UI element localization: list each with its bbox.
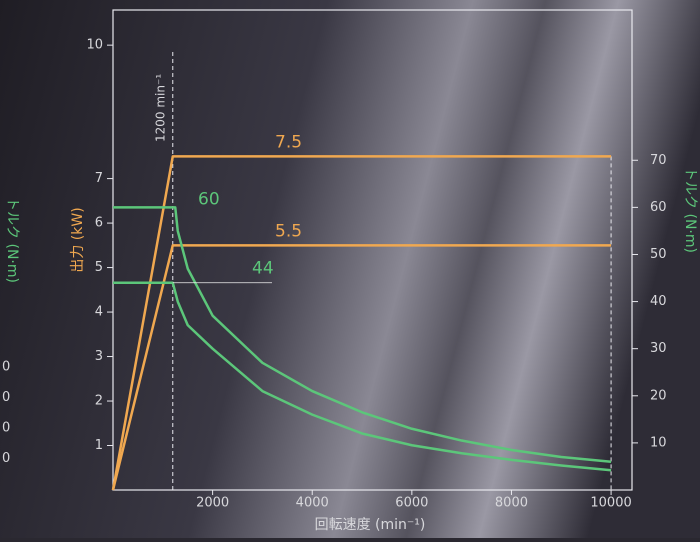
x-tick-label: 6000 — [395, 496, 428, 511]
y-tick-label: 5 — [95, 260, 103, 275]
series-line — [111, 155, 612, 491]
series-line — [111, 244, 612, 491]
fragment-tick-label: 0 — [2, 421, 10, 436]
y-tick-label: 6 — [95, 216, 103, 231]
y2-tick-label: 20 — [650, 388, 667, 403]
y-tick-label: 7 — [95, 171, 103, 186]
y2-tick-label: 70 — [650, 153, 667, 168]
y-tick-label: 2 — [95, 394, 103, 409]
fragment-tick-label: 0 — [2, 451, 10, 466]
y-tick-label: 3 — [95, 349, 103, 364]
x-tick-label: 10000 — [590, 496, 631, 511]
annotation-text: 1200 min⁻¹ — [153, 74, 167, 142]
value-label: 60 — [198, 189, 220, 209]
value-label: 7.5 — [275, 132, 302, 152]
plot-frame — [112, 9, 633, 491]
y2-tick-label: 50 — [650, 247, 667, 262]
y2-tick-label: 30 — [650, 341, 667, 356]
y-axis-title: 出力 (kW) — [70, 207, 86, 272]
y2-tick-label: 60 — [650, 200, 667, 215]
y2-axis-title: トルク (N·m) — [682, 167, 698, 253]
value-label: 44 — [252, 259, 274, 279]
x-tick-label: 4000 — [296, 496, 329, 511]
y2-tick-label: 10 — [650, 435, 667, 450]
x-tick-label: 8000 — [495, 496, 528, 511]
series-line — [113, 206, 612, 463]
x-axis-title: 回転速度 (min⁻¹) — [315, 517, 426, 533]
y2-tick-label: 40 — [650, 294, 667, 309]
series-line — [113, 281, 612, 472]
y-tick-label: 10 — [86, 38, 103, 53]
y-tick-label: 4 — [95, 305, 103, 320]
y-tick-label: 1 — [95, 438, 103, 453]
x-tick-label: 2000 — [196, 496, 229, 511]
fragment-tick-label: 0 — [2, 360, 10, 375]
fragment-title: トルク (N·m) — [4, 197, 20, 283]
fragment-tick-label: 0 — [2, 390, 10, 405]
value-label: 5.5 — [275, 221, 302, 241]
